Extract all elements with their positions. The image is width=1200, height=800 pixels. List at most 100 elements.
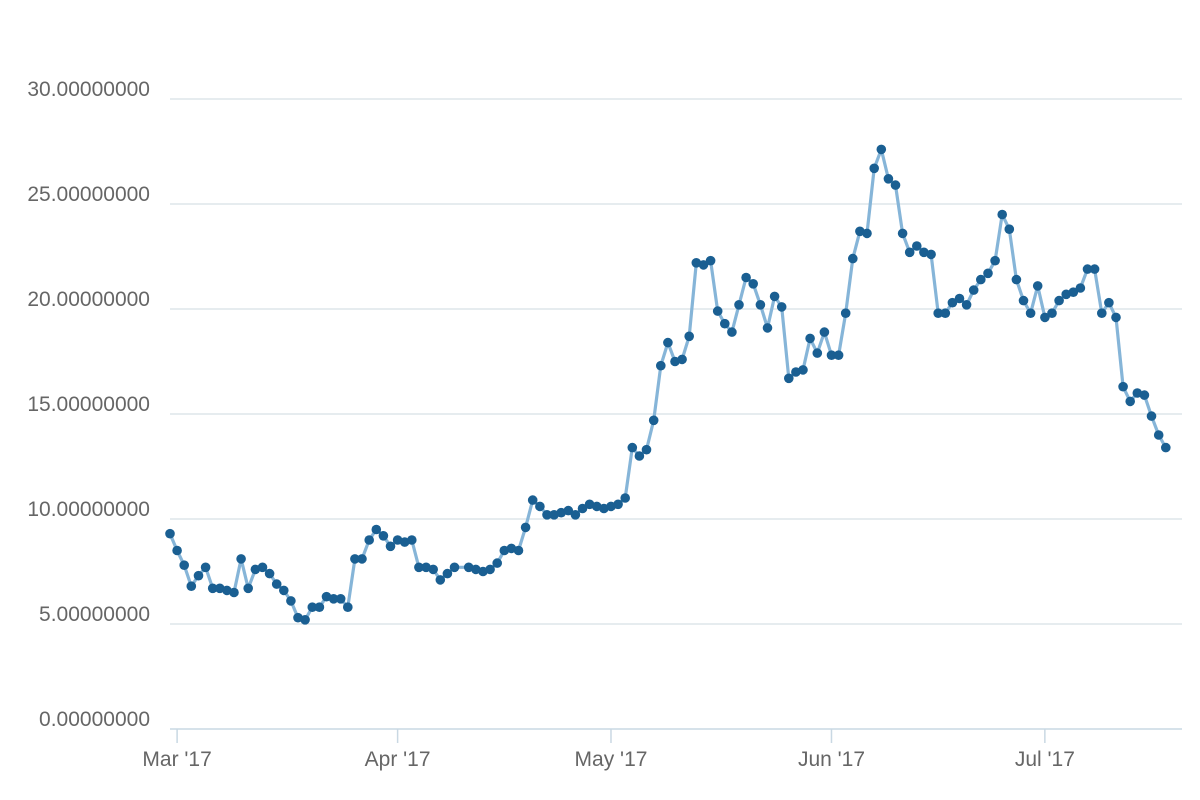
data-point[interactable] [720,318,730,329]
data-point[interactable] [542,510,552,520]
data-point[interactable] [919,247,929,258]
data-point[interactable] [1139,390,1150,400]
data-point[interactable] [620,493,630,503]
data-point[interactable] [897,228,908,239]
data-point[interactable] [357,554,367,564]
data-point[interactable] [997,209,1007,220]
data-point[interactable] [1097,308,1107,319]
data-point[interactable] [1118,381,1128,392]
data-point[interactable] [1040,312,1050,323]
data-point[interactable] [1146,411,1157,421]
data-point[interactable] [584,499,595,510]
data-point[interactable] [648,415,659,426]
data-point[interactable] [1161,442,1171,453]
data-point[interactable] [954,293,965,304]
data-point[interactable] [513,545,524,556]
data-point[interactable] [1011,274,1022,285]
data-point[interactable] [428,564,439,575]
data-point[interactable] [492,558,503,568]
data-point[interactable] [1075,283,1086,293]
data-point[interactable] [656,360,666,371]
data-point[interactable] [300,615,310,625]
data-point[interactable] [869,163,879,174]
data-point[interactable] [762,323,773,333]
data-point[interactable] [442,568,453,579]
data-point[interactable] [1068,287,1079,298]
data-point[interactable] [961,300,972,310]
data-point[interactable] [271,579,282,589]
data-point[interactable] [684,331,694,342]
data-point[interactable] [1104,297,1114,308]
data-point[interactable] [314,602,325,612]
data-point[interactable] [848,253,858,264]
data-point[interactable] [485,564,495,575]
data-point[interactable] [819,327,830,337]
data-point[interactable] [926,249,936,260]
data-point[interactable] [1089,264,1100,274]
data-point[interactable] [1082,264,1093,274]
data-point[interactable] [264,568,275,579]
data-point[interactable] [471,564,481,575]
data-point[interactable] [193,570,204,581]
data-point[interactable] [976,274,986,285]
data-point[interactable] [990,255,1000,266]
data-point[interactable] [677,354,687,365]
data-point[interactable] [741,272,751,283]
data-point[interactable] [947,297,958,308]
data-point[interactable] [407,535,417,545]
data-point[interactable] [172,545,182,556]
data-point[interactable] [1047,308,1057,319]
data-point[interactable] [983,268,993,279]
data-point[interactable] [734,300,744,310]
data-point[interactable] [1111,312,1121,323]
data-point[interactable] [577,503,588,514]
data-point[interactable] [328,594,339,604]
data-point[interactable] [826,350,837,361]
data-point[interactable] [279,585,289,596]
data-point[interactable] [385,541,396,552]
data-point[interactable] [1032,281,1043,291]
data-point[interactable] [755,300,766,310]
data-point[interactable] [563,505,574,516]
data-point[interactable] [535,501,545,512]
data-point[interactable] [378,531,389,541]
data-point[interactable] [890,180,901,190]
data-point[interactable] [229,587,239,598]
data-point[interactable] [449,562,460,573]
data-point[interactable] [286,596,296,606]
data-point[interactable] [1054,295,1064,306]
data-point[interactable] [776,302,787,312]
data-point[interactable] [200,562,211,573]
data-point[interactable] [186,581,197,591]
data-point[interactable] [833,350,844,361]
data-point[interactable] [691,258,702,268]
data-point[interactable] [307,602,318,612]
data-point[interactable] [705,255,716,266]
data-point[interactable] [862,228,872,239]
data-point[interactable] [840,308,851,319]
data-point[interactable] [520,522,531,533]
data-point[interactable] [165,528,175,539]
data-point[interactable] [257,562,268,573]
data-point[interactable] [1125,396,1135,407]
data-point[interactable] [1025,308,1036,319]
data-point[interactable] [627,442,638,453]
data-point[interactable] [1153,430,1164,440]
data-point[interactable] [364,535,375,545]
data-point[interactable] [179,560,189,570]
data-point[interactable] [350,554,360,564]
data-point[interactable] [748,279,758,289]
data-point[interactable] [243,583,253,594]
data-point[interactable] [641,444,652,455]
data-point[interactable] [435,575,446,585]
data-point[interactable] [570,510,581,520]
data-point[interactable] [335,594,346,604]
data-point[interactable] [1018,295,1029,306]
data-point[interactable] [236,554,246,564]
data-point[interactable] [663,337,673,348]
data-point[interactable] [414,562,424,573]
data-point[interactable] [912,241,922,251]
data-point[interactable] [805,333,815,344]
data-point[interactable] [712,306,723,316]
data-point[interactable] [904,247,915,258]
